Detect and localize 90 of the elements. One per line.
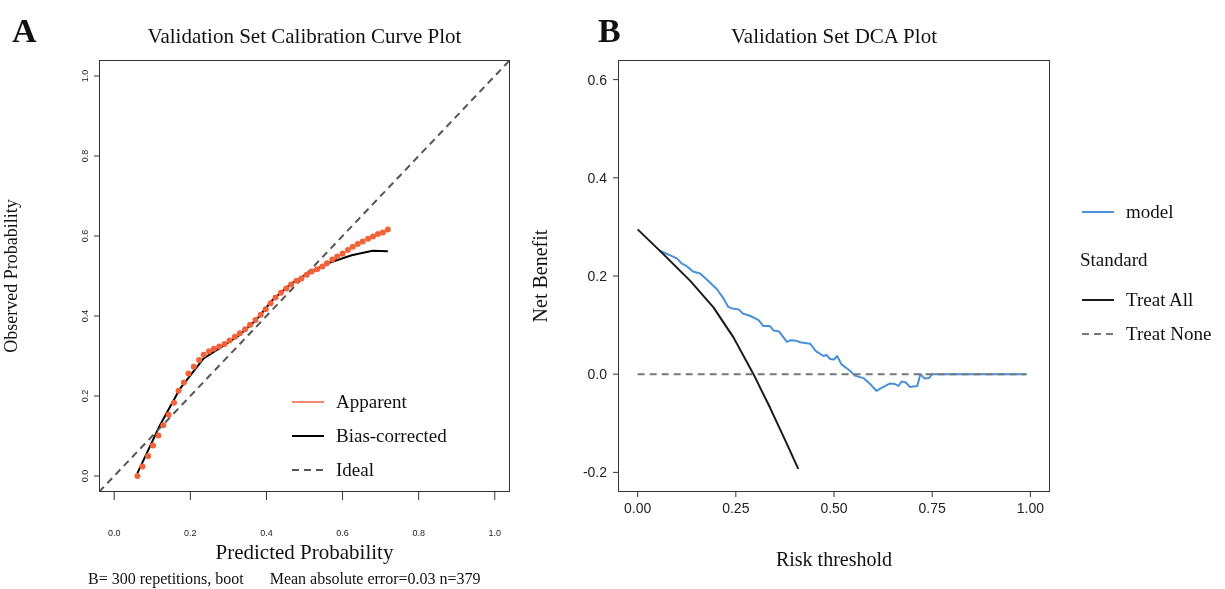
x-tick-label: 0.75 bbox=[918, 499, 947, 516]
point bbox=[298, 275, 305, 282]
point bbox=[370, 233, 376, 240]
point bbox=[365, 235, 372, 242]
point bbox=[267, 300, 274, 307]
point bbox=[339, 250, 346, 257]
point bbox=[205, 348, 212, 355]
chart-title: Validation Set DCA Plot bbox=[731, 24, 937, 48]
x-tick-label: 0.4 bbox=[260, 528, 273, 539]
y-tick-label: 0.2 bbox=[80, 389, 90, 403]
x-tick-label: 0.0 bbox=[107, 528, 121, 539]
point bbox=[236, 330, 243, 337]
x-tick-label: 1.0 bbox=[488, 528, 502, 539]
x-tick-label: 0.50 bbox=[820, 499, 848, 516]
point bbox=[314, 266, 321, 273]
y-tick-label: 0.8 bbox=[80, 149, 90, 163]
point bbox=[303, 271, 310, 278]
point bbox=[374, 231, 381, 237]
y-axis-title: Observed Probability bbox=[0, 199, 22, 353]
y-tick-label: 1.0 bbox=[80, 69, 90, 83]
x-axis-title: Risk threshold bbox=[774, 548, 894, 571]
point bbox=[185, 370, 192, 377]
legend-title: Standard bbox=[1080, 249, 1149, 272]
point bbox=[134, 473, 141, 479]
point bbox=[150, 442, 157, 449]
text: A bbox=[12, 12, 37, 50]
y-tick-label: 0.6 bbox=[80, 229, 90, 243]
point bbox=[226, 337, 233, 344]
point bbox=[277, 289, 284, 296]
y-tick-label: -0.2 bbox=[582, 464, 608, 481]
point bbox=[252, 317, 259, 323]
y-tick-label: 0.4 bbox=[587, 169, 608, 186]
point bbox=[283, 285, 290, 292]
point bbox=[344, 247, 351, 253]
point bbox=[196, 357, 203, 363]
point bbox=[349, 243, 356, 250]
chart-title: Validation Set Calibration Curve Plot bbox=[146, 24, 463, 49]
point bbox=[379, 229, 386, 236]
point bbox=[175, 387, 182, 394]
y-tick-label: 0.0 bbox=[587, 366, 608, 383]
x-tick-label: 0.2 bbox=[184, 528, 197, 539]
point bbox=[200, 351, 207, 358]
y-tick-label: 0.2 bbox=[587, 268, 608, 284]
point bbox=[319, 263, 326, 270]
point bbox=[242, 326, 249, 333]
y-tick-label: 0.4 bbox=[80, 309, 90, 323]
x-tick-label: 0.8 bbox=[412, 528, 425, 539]
y-tick-label: 0.0 bbox=[80, 469, 90, 483]
point bbox=[145, 453, 152, 459]
y-axis-title: Net Benefit bbox=[528, 229, 552, 323]
point bbox=[257, 311, 264, 318]
point bbox=[190, 363, 197, 370]
point bbox=[262, 306, 269, 313]
point bbox=[247, 321, 254, 328]
legend-label: Apparent bbox=[336, 391, 407, 413]
point bbox=[272, 294, 279, 301]
point bbox=[160, 422, 167, 429]
x-tick-label: 0.00 bbox=[624, 499, 652, 516]
point bbox=[221, 341, 228, 347]
legend-label: Bias-corrected bbox=[336, 425, 447, 447]
line-series bbox=[636, 228, 800, 470]
point bbox=[359, 238, 366, 245]
x-axis-title: Predicted Probability bbox=[214, 540, 395, 565]
text: B bbox=[598, 12, 621, 50]
point bbox=[308, 268, 315, 275]
x-tick-label: 0.6 bbox=[336, 528, 349, 539]
point bbox=[210, 345, 217, 352]
x-tick-label: 1.00 bbox=[1016, 499, 1045, 516]
text: Mean absolute error=0.03 n=379 bbox=[269, 570, 481, 588]
point bbox=[354, 241, 361, 247]
text: B= 300 repetitions, boot bbox=[88, 570, 244, 588]
legend-label: Ideal bbox=[336, 459, 374, 481]
point bbox=[170, 399, 177, 406]
point bbox=[329, 256, 336, 263]
legend-label: Treat All bbox=[1126, 289, 1194, 311]
point bbox=[384, 226, 391, 233]
point bbox=[334, 253, 341, 260]
point bbox=[139, 463, 146, 470]
x-tick-label: 0.25 bbox=[722, 499, 750, 516]
point bbox=[288, 281, 295, 288]
point bbox=[231, 333, 238, 340]
legend-label: model bbox=[1126, 201, 1174, 223]
legend-label: Treat None bbox=[1126, 323, 1212, 345]
point bbox=[323, 260, 330, 267]
point bbox=[293, 277, 300, 284]
point bbox=[180, 379, 187, 386]
y-tick-label: 0.6 bbox=[587, 71, 608, 88]
point bbox=[155, 432, 162, 439]
point bbox=[165, 411, 172, 418]
point bbox=[216, 343, 223, 350]
